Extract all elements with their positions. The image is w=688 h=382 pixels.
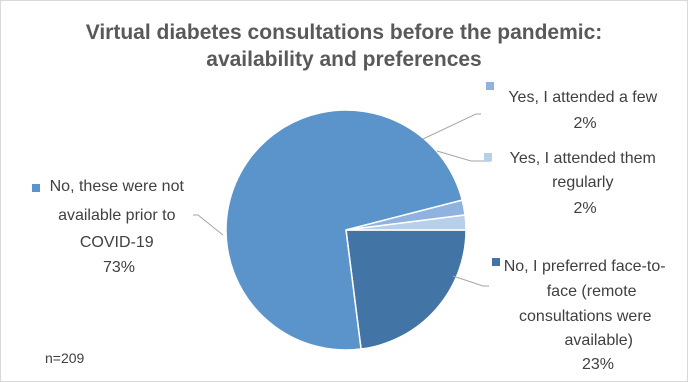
label-attended-regularly-line-1: Yes, I attended them bbox=[510, 150, 656, 167]
svg-text:Yes, I attended a few 2%: Yes, I attended a few 2% bbox=[508, 89, 661, 132]
label-preferred-face-line-4: available) bbox=[565, 332, 633, 349]
svg-text:23%: 23% bbox=[582, 356, 614, 373]
label-not-available-line-2: available prior to bbox=[58, 207, 176, 224]
leader-line-not-available bbox=[193, 214, 224, 236]
chart-title: Virtual diabetes consultations before th… bbox=[1, 19, 687, 73]
legend-marker-attended-few bbox=[486, 82, 494, 90]
chart-title-line-1: Virtual diabetes consultations before th… bbox=[85, 21, 603, 44]
label-attended-regularly-value: 2% bbox=[573, 200, 596, 217]
label-attended-few-line-1: Yes, I attended a few bbox=[508, 89, 657, 106]
label-not-available-line-1: No, these were not bbox=[50, 178, 185, 195]
label-not-available-line-3: COVID-19 bbox=[80, 234, 154, 251]
svg-text:No, these were not avail: No, these were not available prior to CO… bbox=[50, 178, 189, 276]
sample-size-note: n=209 bbox=[45, 350, 85, 366]
label-preferred-face-value: 23% bbox=[582, 356, 614, 373]
pie-slice-not-available bbox=[225, 109, 464, 351]
label-attended-few-value: 2% bbox=[573, 115, 596, 132]
svg-text:Yes, I attended them reg: Yes, I attended them regularly 2% bbox=[510, 150, 661, 217]
leader-line-preferred-face bbox=[452, 275, 489, 287]
label-preferred-face-line-1: No, I preferred face-to- bbox=[504, 258, 666, 275]
pie-slice-attended-regularly bbox=[345, 214, 467, 231]
chart-title-line-2: availability and preferences bbox=[206, 48, 482, 71]
svg-text:No, I preferred face-to-: No, I preferred face-to- face (remote co… bbox=[504, 258, 670, 349]
pie-slice-preferred-face bbox=[345, 229, 467, 350]
leader-line-attended-regularly bbox=[436, 150, 491, 162]
label-preferred-face-line-2: face (remote bbox=[547, 283, 637, 300]
label-not-available-value: 73% bbox=[103, 259, 135, 276]
legend-marker-preferred-face bbox=[492, 258, 500, 266]
label-attended-regularly-line-2: regularly bbox=[552, 174, 613, 191]
legend-marker-not-available bbox=[32, 184, 40, 192]
legend-marker-attended-regularly bbox=[484, 153, 492, 161]
leader-line-attended-few bbox=[422, 113, 481, 140]
label-preferred-face-line-3: consultations were bbox=[519, 308, 652, 325]
